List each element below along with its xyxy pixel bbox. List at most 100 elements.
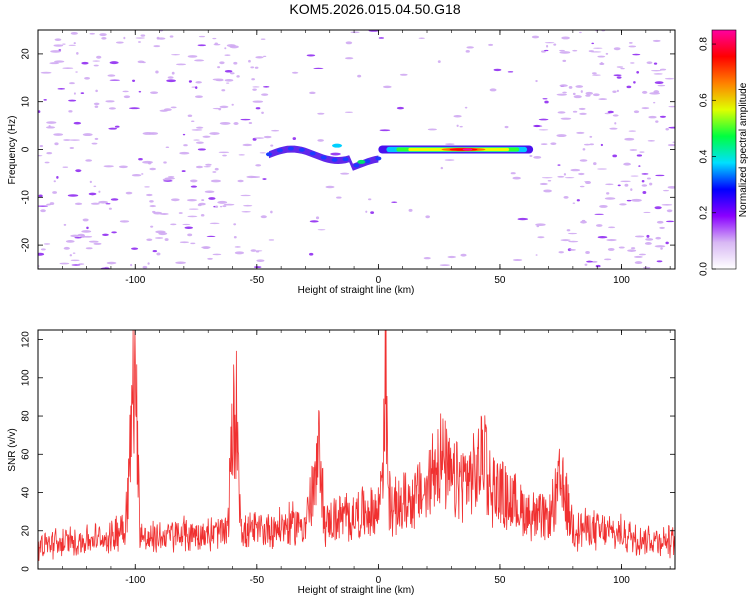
heatmap-spot <box>215 205 219 208</box>
heatmap-spot <box>40 248 46 251</box>
heatmap-spot <box>263 135 272 139</box>
heatmap-spot <box>606 192 610 195</box>
heatmap-spot <box>626 85 632 89</box>
heatmap-spot <box>612 90 617 94</box>
heatmap-spot <box>203 165 211 168</box>
heatmap-spot <box>535 223 546 227</box>
heatmap-spot <box>563 173 567 176</box>
heatmap-spot <box>638 253 646 256</box>
snr-frame <box>37 329 676 570</box>
heatmap-spot <box>357 74 362 78</box>
heatmap-spot <box>667 143 675 147</box>
heatmap-spot <box>181 170 186 173</box>
heatmap-band-blob <box>276 148 283 153</box>
heatmap-spot <box>212 37 217 40</box>
heatmap-spot <box>96 55 102 59</box>
heatmap-spot <box>619 203 627 206</box>
heatmap-spot <box>98 200 109 204</box>
heatmap-spot <box>90 202 100 205</box>
heatmap-spot <box>197 148 206 151</box>
heatmap-spot <box>668 105 675 108</box>
heatmap-spot <box>71 264 81 266</box>
heatmap-spot <box>243 204 253 207</box>
heatmap-spot <box>219 61 225 65</box>
heatmap-spot <box>142 265 148 269</box>
heatmap-spot <box>152 250 158 253</box>
heatmap-spot <box>142 160 154 164</box>
heatmap-spot <box>102 233 109 236</box>
heatmap-spot <box>240 194 251 197</box>
heatmap-spot <box>81 230 92 233</box>
heatmap-spot <box>632 53 641 56</box>
heatmap-spot <box>270 144 274 147</box>
heatmap-ytick-label: 0 <box>21 146 32 152</box>
heatmap-band-blob <box>332 143 343 148</box>
heatmap-spot <box>542 98 548 100</box>
heatmap-spot <box>40 71 52 74</box>
heatmap-spot <box>248 121 253 125</box>
heatmap-spot <box>101 37 107 40</box>
heatmap-ridge-max <box>462 148 473 151</box>
heatmap-spot <box>195 81 202 84</box>
heatmap-spot <box>109 61 119 65</box>
heatmap-spot <box>641 107 650 110</box>
heatmap-spot <box>170 223 177 226</box>
heatmap-spot <box>119 220 130 223</box>
heatmap-spot <box>167 76 174 79</box>
heatmap-spot <box>123 95 131 99</box>
heatmap-spot <box>204 190 215 194</box>
heatmap-spot <box>224 78 234 82</box>
heatmap-spot <box>560 117 572 120</box>
heatmap-spot <box>643 211 651 214</box>
heatmap-spot <box>599 62 605 66</box>
heatmap-spot <box>262 55 267 57</box>
heatmap-spot <box>544 100 549 104</box>
heatmap-spot <box>255 56 264 59</box>
heatmap-spot <box>306 54 316 57</box>
heatmap-spot <box>262 178 267 180</box>
colorbar-frame <box>711 29 737 270</box>
heatmap-spot <box>578 172 585 176</box>
heatmap-spot <box>57 87 66 90</box>
heatmap-spot <box>187 114 193 118</box>
heatmap-spot <box>616 66 624 68</box>
heatmap-spot <box>317 112 325 115</box>
heatmap-spot <box>194 59 205 62</box>
heatmap-spot <box>76 51 79 55</box>
colorbar: 0.0 0.2 0.4 0.6 0.8 Normalized spectral ampl… <box>699 29 749 276</box>
heatmap-spot <box>149 200 154 203</box>
heatmap-spot <box>164 238 169 241</box>
heatmap-spot <box>155 237 164 239</box>
heatmap-spot <box>171 54 181 56</box>
heatmap-spot <box>325 185 335 189</box>
heatmap-spot <box>250 66 255 69</box>
heatmap-spot <box>233 122 239 125</box>
heatmap-spot <box>147 262 150 265</box>
heatmap-spot <box>344 57 354 60</box>
heatmap-spot <box>650 69 662 72</box>
heatmap-ridge <box>265 143 534 171</box>
snr-panel: -100 -50 0 50 100 0 20 40 60 80 100 120 Height of s… <box>7 329 676 596</box>
heatmap-ytick-label: 10 <box>21 96 32 108</box>
heatmap-spot <box>183 144 188 147</box>
heatmap-spot <box>205 163 212 166</box>
heatmap-spot <box>593 162 597 166</box>
heatmap-spot <box>255 164 262 167</box>
heatmap-spot <box>63 246 70 250</box>
heatmap-spot <box>81 61 89 65</box>
snr-ytick-label: 60 <box>21 448 32 460</box>
heatmap-spot <box>209 222 220 225</box>
heatmap-spot <box>586 260 593 263</box>
heatmap-spot <box>92 60 101 62</box>
heatmap-spot <box>647 139 655 142</box>
heatmap-spot <box>620 180 631 183</box>
heatmap-spot <box>193 139 200 141</box>
heatmap-spot <box>365 210 368 213</box>
heatmap-spot <box>38 155 43 157</box>
heatmap-spot <box>252 100 264 103</box>
heatmap-spot <box>93 242 102 245</box>
heatmap-spot <box>512 258 523 262</box>
heatmap-spot <box>217 200 228 204</box>
heatmap-band-blob <box>342 157 349 162</box>
heatmap-ytick-label: 20 <box>21 48 32 60</box>
